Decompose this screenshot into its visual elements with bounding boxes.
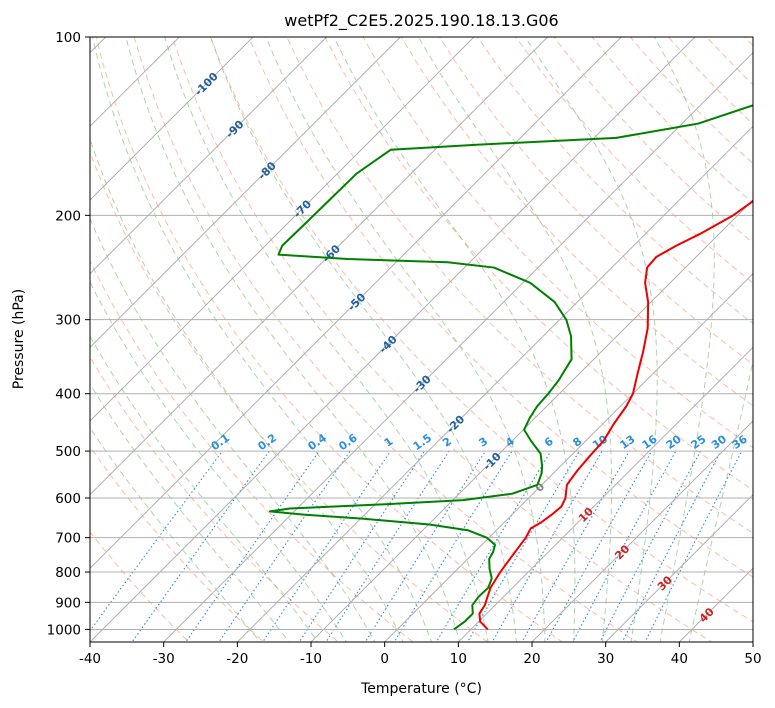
isotherm-line xyxy=(90,37,475,422)
x-tick-label: 20 xyxy=(523,651,540,667)
dry-adiabat xyxy=(90,531,190,642)
y-tick-label: 200 xyxy=(55,208,81,224)
chart-title: wetPf2_C2E5.2025.190.18.13.G06 xyxy=(284,11,558,31)
x-tick-label: 50 xyxy=(744,651,761,667)
isotherm-line xyxy=(90,37,181,128)
x-tick-label: -20 xyxy=(226,651,248,667)
dry-adiabat xyxy=(90,259,414,642)
dry-adiabat xyxy=(171,37,713,642)
x-axis-ticks: -40 -30 -20 -10 0 10 20 30 40 50 xyxy=(79,642,762,667)
isotherm-line xyxy=(162,51,753,642)
y-tick-label: 400 xyxy=(55,387,81,403)
moist-adiabat xyxy=(90,335,319,642)
isotherm-line xyxy=(90,37,549,496)
moist-adiabat xyxy=(265,37,546,642)
x-tick-label: 30 xyxy=(597,651,614,667)
dry-adiabat xyxy=(90,445,265,642)
isotherm-line xyxy=(236,125,753,642)
pressure-grid xyxy=(90,37,753,630)
x-tick-label: 40 xyxy=(671,651,688,667)
isotherm-line xyxy=(90,37,696,642)
dry-adiabat xyxy=(133,37,638,642)
isotherm-line xyxy=(457,346,753,642)
x-tick-label: -40 xyxy=(79,651,101,667)
y-tick-label: 500 xyxy=(55,444,81,460)
dry-adiabat xyxy=(362,37,753,449)
y-tick-label: 600 xyxy=(55,491,81,507)
plot-area: -100-90-80-70-60-50-40-30-20-10010203040… xyxy=(90,37,753,642)
dewpoint-profile xyxy=(268,104,753,631)
dry-adiabat xyxy=(248,37,753,578)
plot-frame xyxy=(89,36,754,643)
dry-adiabat xyxy=(515,37,753,284)
dry-adiabat xyxy=(324,37,753,491)
isotherm-line xyxy=(90,37,402,349)
moist-adiabat xyxy=(210,37,517,642)
dry-adiabat xyxy=(209,37,753,623)
moist-adiabat xyxy=(92,37,432,642)
isotherm-line xyxy=(531,420,753,642)
moist-adiabat xyxy=(333,37,576,642)
isotherm-line xyxy=(90,37,623,570)
y-tick-label: 300 xyxy=(55,313,81,329)
dry-adiabats xyxy=(90,37,753,642)
temperature-profile xyxy=(478,199,753,631)
y-tick-label: 100 xyxy=(55,30,81,46)
sounding-series xyxy=(268,104,753,631)
moist-adiabat xyxy=(418,37,613,642)
y-tick-label: 700 xyxy=(55,531,81,547)
isotherm-line xyxy=(604,493,753,642)
y-tick-label: 800 xyxy=(55,565,81,581)
x-axis-label: Temperature (°C) xyxy=(360,681,482,697)
y-tick-label: 1000 xyxy=(47,622,81,638)
x-tick-label: 0 xyxy=(380,651,389,667)
x-tick-label: 10 xyxy=(450,651,467,667)
isotherm-line xyxy=(90,37,328,275)
x-tick-label: -10 xyxy=(300,651,322,667)
isotherm-line xyxy=(90,37,254,201)
y-axis-label: Pressure (hPa) xyxy=(11,289,27,389)
isotherm-line xyxy=(383,272,753,642)
dry-adiabat xyxy=(90,150,489,642)
x-tick-label: -30 xyxy=(153,651,175,667)
isotherm-line xyxy=(310,199,753,642)
moist-adiabat xyxy=(688,358,753,642)
dry-adiabat xyxy=(90,356,339,642)
dry-adiabat xyxy=(95,37,564,642)
y-axis-ticks: 1000 900 800 700 600 500 400 300 200 100 xyxy=(47,30,90,638)
y-tick-label: 900 xyxy=(55,595,81,611)
moist-adiabat xyxy=(653,37,715,642)
isotherm-grid xyxy=(90,37,753,642)
